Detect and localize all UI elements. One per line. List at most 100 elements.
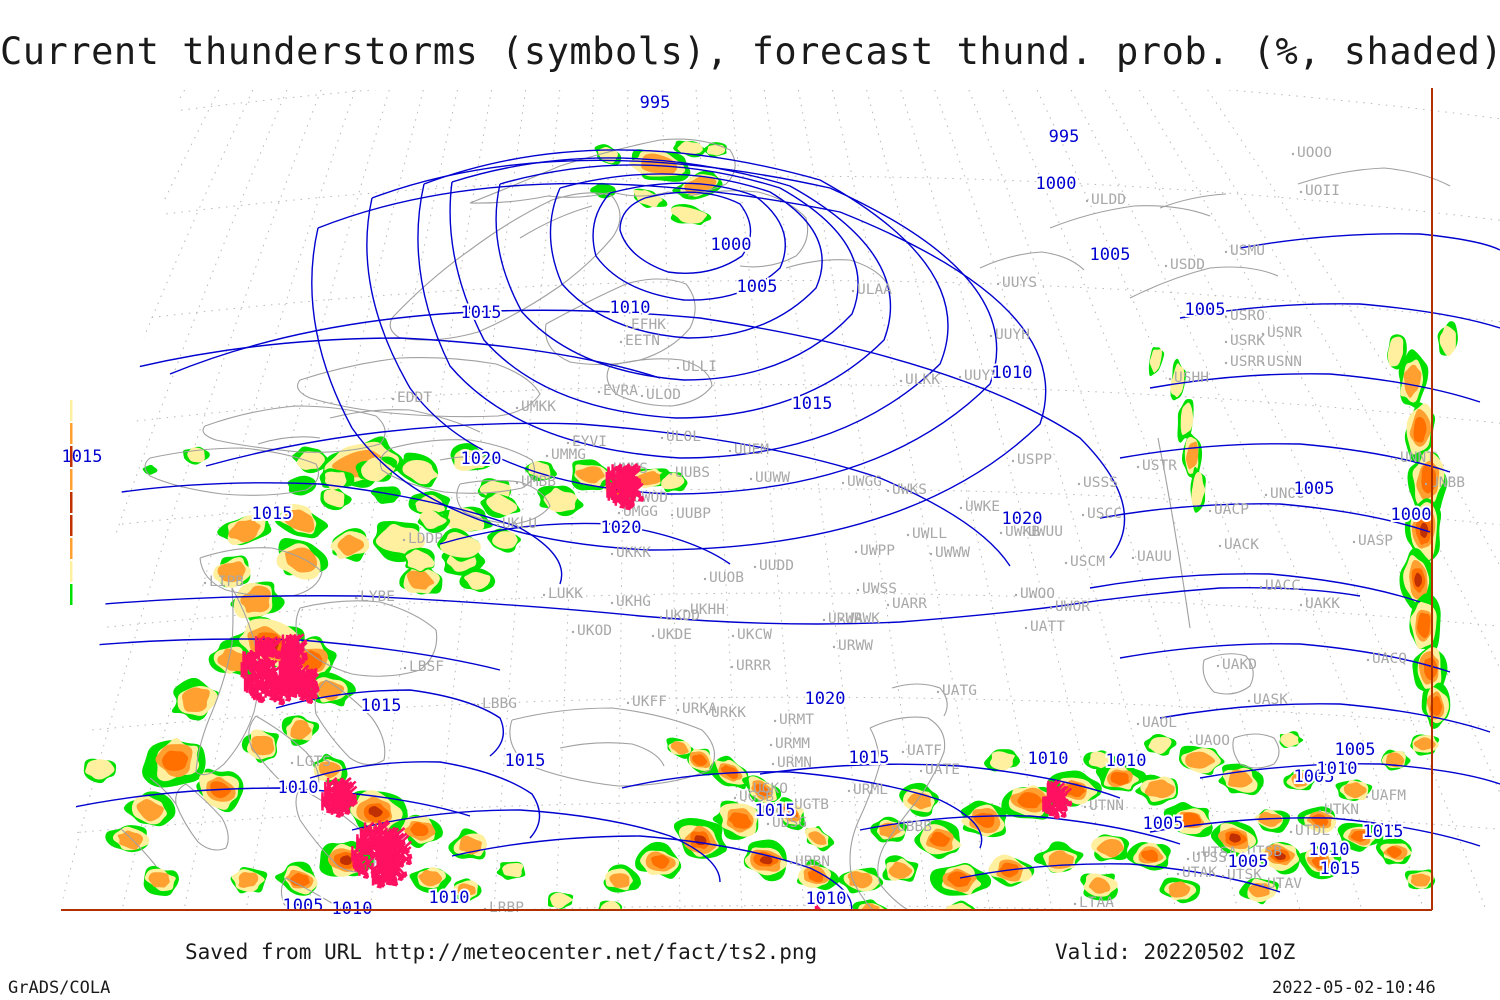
- probability-shade-contour: [575, 466, 606, 484]
- page-title: Current thunderstorms (symbols), forecas…: [0, 30, 1500, 73]
- probability-shade-contour: [1403, 364, 1422, 398]
- station-id-label: UTKN: [1324, 802, 1359, 818]
- station-marker: UMBB: [515, 474, 556, 490]
- isobar-contour: [1199, 763, 1500, 785]
- station-marker: URWA: [822, 611, 863, 627]
- probability-shade-contour: [459, 835, 482, 855]
- isobar-label: 995: [1049, 127, 1080, 147]
- thunderstorm-glyph-path: [1054, 782, 1066, 802]
- isobar-contour: [439, 522, 731, 565]
- probability-shade-contour: [1413, 737, 1436, 751]
- isobar-label: 1015: [1363, 822, 1404, 842]
- station-id-label: USCM: [1070, 554, 1105, 570]
- station-dot-icon: [936, 690, 940, 694]
- station-dot-icon: [403, 666, 407, 670]
- station-id-label: USDD: [1170, 257, 1205, 273]
- station-id-label: USHH: [1174, 370, 1209, 386]
- thunderstorm-symbol: [256, 674, 268, 694]
- station-id-label: UWKE: [965, 499, 1000, 515]
- station-dot-icon: [989, 334, 993, 338]
- probability-shade-contour: [486, 493, 518, 516]
- station-dot-icon: [703, 577, 707, 581]
- station-marker: USSS: [1077, 475, 1118, 491]
- station-id-label: UAOL: [1142, 715, 1177, 731]
- station-id-label: USNR: [1267, 325, 1302, 341]
- coastline-path: [849, 716, 946, 910]
- probability-shade-contour: [1096, 838, 1125, 858]
- station-marker: UKDE: [651, 627, 692, 643]
- probability-shade-contour: [1273, 852, 1286, 861]
- station-id-label: USSS: [1083, 475, 1118, 491]
- station-id-label: UWOO: [1020, 586, 1055, 602]
- station-dot-icon: [1224, 315, 1228, 319]
- station-marker: UWOR: [1049, 599, 1090, 615]
- probability-shade-contour: [1148, 737, 1172, 755]
- isobar-label: 1005: [1228, 852, 1269, 872]
- station-id-label: URWA: [828, 611, 863, 627]
- station-id-label: UWGG: [847, 474, 882, 490]
- isobar-label: 1005: [1090, 245, 1131, 265]
- station-id-label: UMKK: [521, 399, 556, 415]
- station-id-label: UWOR: [1055, 599, 1090, 615]
- isobar-label: 1000: [1036, 174, 1077, 194]
- probability-shade-contour: [136, 798, 164, 822]
- coastline-path: [891, 683, 948, 717]
- station-marker: UUYH: [989, 327, 1030, 343]
- coastline-path: [979, 251, 1085, 271]
- station-dot-icon: [1318, 809, 1322, 813]
- station-marker: UACC: [1259, 578, 1300, 594]
- station-dot-icon: [731, 634, 735, 638]
- coastline-path: [1129, 266, 1279, 299]
- map-canvas[interactable]: EDDT EFHK EETN EVRA ULLI ULKK ULAA UUYS UUYY UUYH…: [0, 88, 1500, 918]
- isobar-label: 1010: [278, 778, 319, 798]
- meridian-line: [61, 90, 186, 910]
- probability-shade-contour: [85, 759, 116, 780]
- thunderstorm-symbol: [1047, 794, 1059, 814]
- isobar-contour: [1179, 303, 1500, 329]
- station-dot-icon: [1131, 556, 1135, 560]
- station-marker: UBBB: [891, 819, 932, 835]
- thunderstorm-glyph-path: [616, 465, 628, 485]
- thunderstorm-symbol: [254, 635, 266, 655]
- station-dot-icon: [839, 618, 843, 622]
- probability-shade-contour: [1343, 782, 1367, 799]
- probability-shade-contour: [1413, 416, 1427, 443]
- station-dot-icon: [354, 596, 358, 600]
- isobar-label: 1015: [361, 696, 402, 716]
- isobar-contour: [61, 595, 1061, 625]
- station-marker: URMM: [769, 736, 810, 752]
- station-id-label: UUBP: [676, 506, 711, 522]
- probability-shade-contour: [929, 831, 951, 847]
- probability-shade-contour: [375, 524, 427, 556]
- station-id-label: UTDL: [1295, 823, 1330, 839]
- station-dot-icon: [919, 769, 923, 773]
- station-marker: UAOO: [1189, 733, 1230, 749]
- coastline-path: [329, 409, 481, 433]
- station-dot-icon: [626, 701, 630, 705]
- station-id-label: USRR: [1230, 354, 1265, 370]
- thunderstorm-glyph-path: [240, 661, 252, 681]
- thunderstorm-symbol: [392, 840, 404, 860]
- station-marker: UUBP: [670, 506, 711, 522]
- probability-shade-contour: [759, 856, 773, 865]
- station-id-label: UAOO: [1195, 733, 1230, 749]
- border-strip-segment: [70, 492, 73, 513]
- station-dot-icon: [766, 822, 770, 826]
- station-marker: UDSG: [766, 815, 807, 831]
- station-id-label: UARR: [892, 596, 927, 612]
- station-dot-icon: [515, 481, 519, 485]
- probability-shade-contour: [406, 570, 436, 590]
- station-marker: USDD: [1164, 257, 1205, 273]
- isobar-contour: [959, 863, 1281, 893]
- station-marker: ULAA: [851, 282, 892, 298]
- station-marker: UUEM: [728, 442, 769, 458]
- station-marker: LGTS: [290, 754, 331, 770]
- station-id-label: LDDP: [408, 531, 443, 547]
- probability-shade-contour: [692, 754, 708, 766]
- isobar-label: 1010: [992, 363, 1033, 383]
- isobar-label: 1005: [1185, 300, 1226, 320]
- probability-shade-contour: [284, 509, 315, 533]
- station-id-label: UDSG: [772, 815, 807, 831]
- grads-credit-label: GrADS/COLA: [8, 978, 111, 998]
